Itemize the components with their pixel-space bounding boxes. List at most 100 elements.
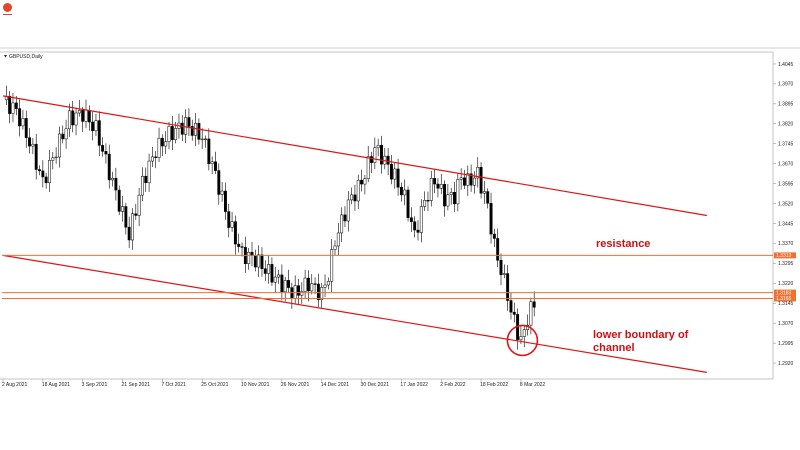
candle <box>270 257 274 286</box>
candle-body <box>144 175 148 184</box>
candle <box>320 282 324 308</box>
trendlines-layer <box>2 95 707 373</box>
candle <box>180 115 184 142</box>
candle <box>51 151 55 170</box>
price-badge: 1.3165 <box>774 295 796 302</box>
price-badge-bg <box>774 289 796 296</box>
candle-body <box>333 245 337 250</box>
y-tick-label: 1.3145 <box>778 301 794 307</box>
candle-body <box>343 214 347 222</box>
candle-body <box>77 110 81 114</box>
candle-body <box>51 157 55 161</box>
candle-body <box>230 221 234 228</box>
candle-body <box>429 178 433 201</box>
candle-body <box>84 109 88 122</box>
candle <box>140 167 144 202</box>
candle-body <box>356 179 360 202</box>
candle-body <box>237 243 241 247</box>
candle <box>370 151 373 174</box>
candle-body <box>210 161 214 164</box>
candle-body <box>87 109 91 123</box>
candle-body <box>340 214 344 234</box>
candle-body <box>436 183 440 189</box>
candle <box>48 149 51 192</box>
candle <box>101 137 105 157</box>
candle-body <box>330 249 334 282</box>
candle <box>310 274 314 295</box>
candle <box>522 325 526 348</box>
candle-body <box>253 255 257 268</box>
candle <box>61 125 65 144</box>
candle-body <box>350 194 354 201</box>
candle <box>107 144 111 189</box>
candle-body <box>187 117 191 127</box>
candle-body <box>326 281 330 286</box>
candle <box>300 282 304 304</box>
candle-body <box>360 179 364 185</box>
candle-body <box>41 170 45 178</box>
candle-body <box>247 251 251 265</box>
candle-body <box>489 203 493 235</box>
candle-body <box>154 156 158 158</box>
candle <box>459 168 463 190</box>
candle <box>426 191 430 212</box>
candle <box>506 265 510 311</box>
candle-body <box>223 190 227 212</box>
candle <box>273 267 277 293</box>
candle <box>150 147 154 167</box>
candle <box>210 156 214 175</box>
candle <box>250 241 254 267</box>
candle-body <box>34 143 38 170</box>
candle <box>306 270 310 302</box>
brand-logo-icon <box>3 3 12 12</box>
candle <box>366 145 370 183</box>
candle-body <box>8 95 12 114</box>
candle <box>340 207 344 243</box>
candle <box>346 191 350 232</box>
candle-body <box>449 191 453 195</box>
candle-body <box>107 153 111 181</box>
candle-body <box>147 160 151 184</box>
candle <box>237 233 241 253</box>
y-tick-label: 1.3895 <box>778 102 794 108</box>
candle-body <box>24 118 28 138</box>
price-badge-text: 1.3313 <box>776 253 792 259</box>
candle-body <box>366 156 370 179</box>
candle <box>463 169 466 189</box>
candle-body <box>217 170 221 195</box>
candle-body <box>376 145 380 149</box>
candle-body <box>71 110 75 126</box>
trendline-upper-channel <box>2 95 707 217</box>
candle <box>164 131 168 155</box>
candle-body <box>316 283 320 300</box>
candle-body <box>48 160 51 184</box>
candle <box>104 143 108 164</box>
candle <box>343 206 347 227</box>
candle-body <box>14 102 18 109</box>
symbol-header: GBPUSD,Daily <box>4 54 43 60</box>
candle <box>184 109 188 143</box>
x-tick-label: 21 Sep 2021 <box>122 382 151 388</box>
candle <box>293 275 297 304</box>
candle-body <box>204 138 207 140</box>
candle-body <box>389 164 393 180</box>
candle <box>336 223 340 256</box>
candle-body <box>336 232 340 247</box>
candle <box>476 157 480 188</box>
candle-body <box>313 283 317 285</box>
candle <box>257 245 261 278</box>
candle <box>263 260 267 281</box>
candle-body <box>396 168 400 188</box>
annotation-channel: channel <box>593 342 635 354</box>
candle-body <box>423 200 427 207</box>
candle <box>393 162 397 189</box>
plot-frame <box>0 47 800 380</box>
candle-body <box>74 112 78 126</box>
candle <box>456 173 460 212</box>
candle-body <box>184 117 188 135</box>
x-tick-label: 25 Oct 2021 <box>201 382 228 388</box>
candle <box>74 107 78 136</box>
candle <box>363 175 367 195</box>
candle <box>147 153 151 192</box>
